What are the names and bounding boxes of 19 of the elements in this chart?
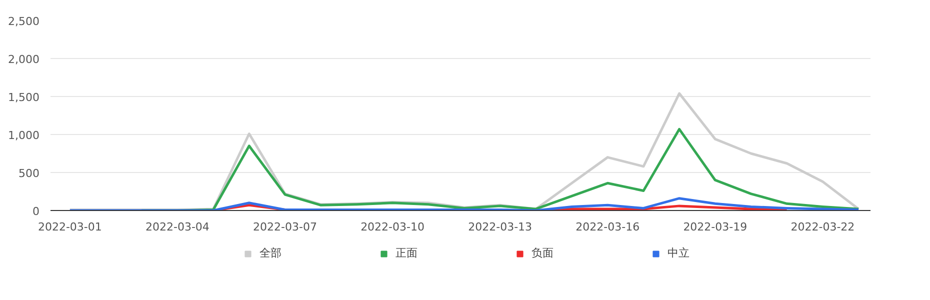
legend-label: 中立 bbox=[668, 246, 690, 260]
legend-label: 全部 bbox=[260, 246, 282, 260]
legend-label: 负面 bbox=[532, 246, 554, 260]
legend-label: 正面 bbox=[396, 246, 418, 260]
x-tick-label: 2022-03-04 bbox=[145, 220, 210, 234]
x-tick-label: 2022-03-22 bbox=[790, 220, 855, 234]
y-tick-label: 2,000 bbox=[8, 53, 40, 66]
y-tick-label: 500 bbox=[18, 167, 40, 180]
y-tick-label: 1,000 bbox=[8, 129, 40, 142]
x-tick-label: 2022-03-19 bbox=[683, 220, 748, 234]
y-tick-label: 1,500 bbox=[8, 91, 40, 104]
line-series bbox=[68, 197, 860, 210]
y-tick-label: 0 bbox=[32, 205, 40, 218]
x-tick-label: 2022-03-13 bbox=[468, 220, 532, 234]
x-tick-label: 2022-03-16 bbox=[576, 220, 640, 234]
x-tick-label: 2022-03-07 bbox=[253, 220, 317, 234]
x-tick-label: 2022-03-10 bbox=[360, 220, 425, 234]
x-tick-label: 2022-03-01 bbox=[38, 220, 102, 234]
y-tick-label: 2,500 bbox=[8, 15, 40, 28]
